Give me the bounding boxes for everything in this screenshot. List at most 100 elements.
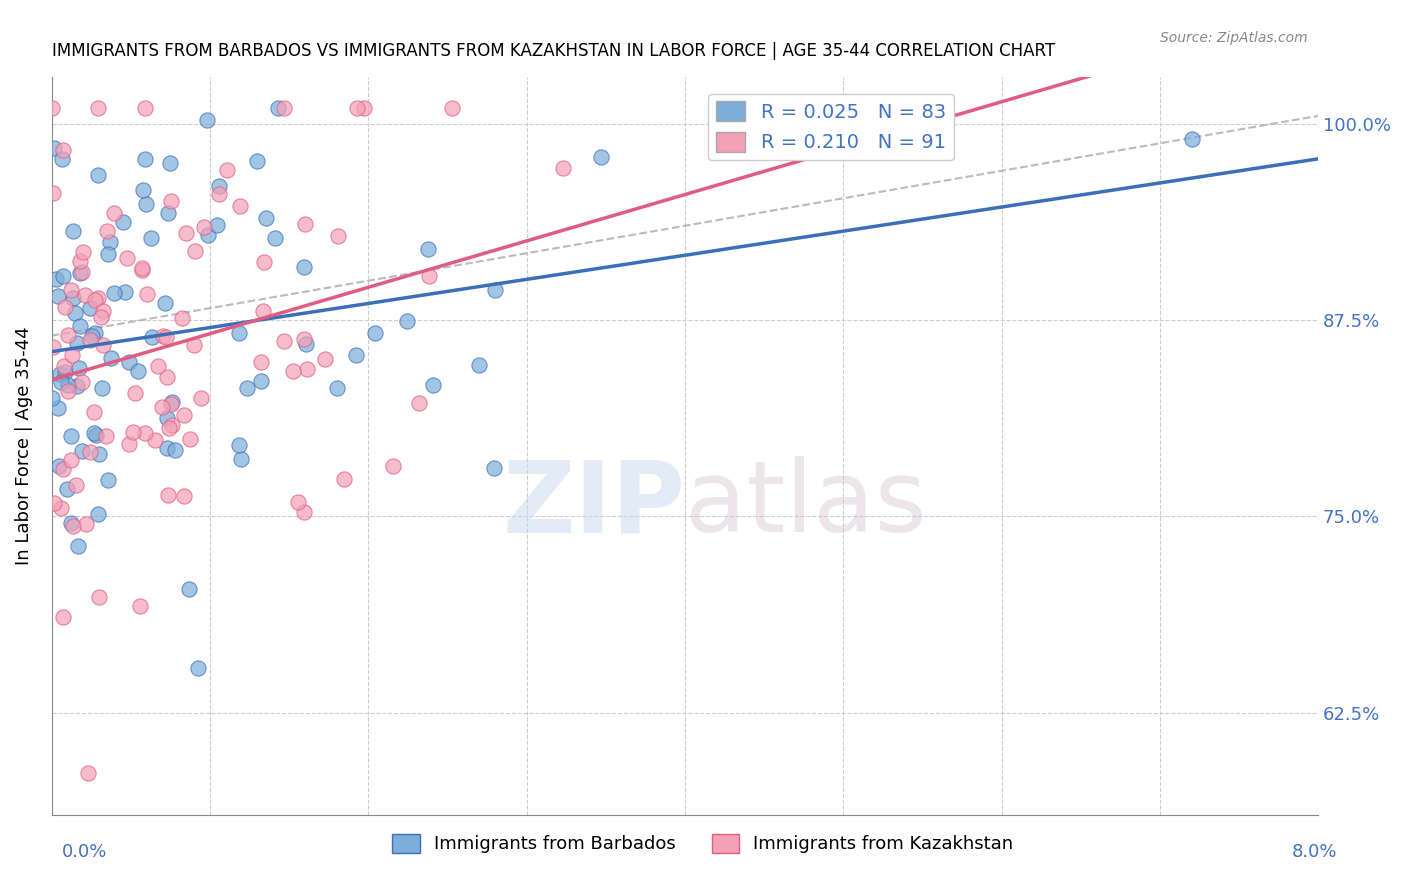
Immigrants from Kazakhstan xyxy=(283,364,305,378)
Immigrants from Kazakhstan xyxy=(72,264,94,278)
Immigrants from Barbados xyxy=(66,539,89,553)
Immigrants from Kazakhstan xyxy=(150,400,173,414)
Immigrants from Kazakhstan xyxy=(143,433,166,447)
Immigrants from Barbados xyxy=(51,152,73,166)
Immigrants from Kazakhstan xyxy=(118,436,141,450)
Immigrants from Kazakhstan xyxy=(69,253,91,268)
Immigrants from Barbados xyxy=(83,425,105,440)
Immigrants from Barbados xyxy=(292,260,315,274)
Immigrants from Kazakhstan xyxy=(134,101,156,115)
Immigrants from Kazakhstan xyxy=(174,226,197,240)
Immigrants from Kazakhstan xyxy=(84,293,107,307)
Immigrants from Barbados xyxy=(46,289,69,303)
Immigrants from Kazakhstan xyxy=(273,334,295,348)
Immigrants from Barbados xyxy=(48,458,70,473)
Immigrants from Kazakhstan xyxy=(131,261,153,276)
Immigrants from Kazakhstan xyxy=(172,310,194,325)
Immigrants from Kazakhstan xyxy=(250,355,273,369)
Immigrants from Kazakhstan xyxy=(152,328,174,343)
Immigrants from Kazakhstan xyxy=(173,489,195,503)
Immigrants from Barbados xyxy=(98,235,121,249)
Immigrants from Barbados xyxy=(69,318,91,333)
Immigrants from Kazakhstan xyxy=(86,101,108,115)
Immigrants from Kazakhstan xyxy=(156,369,179,384)
Immigrants from Barbados xyxy=(254,211,277,226)
Immigrants from Barbados xyxy=(418,242,440,256)
Immigrants from Kazakhstan xyxy=(62,519,84,533)
Immigrants from Kazakhstan xyxy=(83,405,105,419)
Immigrants from Barbados xyxy=(97,473,120,487)
Immigrants from Kazakhstan xyxy=(79,333,101,347)
Immigrants from Kazakhstan xyxy=(65,478,87,492)
Immigrants from Kazakhstan xyxy=(60,452,83,467)
Legend: Immigrants from Barbados, Immigrants from Kazakhstan: Immigrants from Barbados, Immigrants fro… xyxy=(385,827,1021,861)
Immigrants from Barbados xyxy=(51,375,73,389)
Immigrants from Barbados xyxy=(157,205,180,219)
Immigrants from Barbados xyxy=(134,152,156,166)
Immigrants from Kazakhstan xyxy=(184,244,207,259)
Text: IMMIGRANTS FROM BARBADOS VS IMMIGRANTS FROM KAZAKHSTAN IN LABOR FORCE | AGE 35-4: IMMIGRANTS FROM BARBADOS VS IMMIGRANTS F… xyxy=(52,42,1054,60)
Immigrants from Barbados xyxy=(46,401,69,415)
Immigrants from Barbados xyxy=(484,284,506,298)
Immigrants from Barbados xyxy=(118,355,141,369)
Text: Source: ZipAtlas.com: Source: ZipAtlas.com xyxy=(1160,31,1308,45)
Immigrants from Kazakhstan xyxy=(134,425,156,440)
Legend: R = 0.025   N = 83, R = 0.210   N = 91: R = 0.025 N = 83, R = 0.210 N = 91 xyxy=(709,94,953,160)
Immigrants from Kazakhstan xyxy=(70,375,93,389)
Immigrants from Barbados xyxy=(66,336,89,351)
Immigrants from Kazakhstan xyxy=(229,199,252,213)
Immigrants from Barbados xyxy=(160,395,183,409)
Immigrants from Kazakhstan xyxy=(51,500,73,515)
Immigrants from Barbados xyxy=(87,169,110,183)
Immigrants from Kazakhstan xyxy=(333,472,356,486)
Immigrants from Kazakhstan xyxy=(52,359,75,373)
Immigrants from Kazakhstan xyxy=(41,101,63,115)
Y-axis label: In Labor Force | Age 35-44: In Labor Force | Age 35-44 xyxy=(15,326,32,565)
Immigrants from Kazakhstan xyxy=(75,517,97,532)
Immigrants from Kazakhstan xyxy=(42,341,65,355)
Immigrants from Barbados xyxy=(65,306,87,320)
Immigrants from Kazakhstan xyxy=(314,352,336,367)
Immigrants from Barbados xyxy=(53,365,76,379)
Immigrants from Barbados xyxy=(264,231,287,245)
Immigrants from Kazakhstan xyxy=(162,418,184,433)
Immigrants from Barbados xyxy=(228,438,250,452)
Immigrants from Barbados xyxy=(62,224,84,238)
Immigrants from Barbados xyxy=(363,326,385,341)
Immigrants from Barbados xyxy=(97,247,120,261)
Immigrants from Kazakhstan xyxy=(328,228,350,243)
Immigrants from Kazakhstan xyxy=(136,287,159,301)
Immigrants from Barbados xyxy=(52,268,75,283)
Immigrants from Barbados xyxy=(127,364,149,378)
Immigrants from Kazakhstan xyxy=(124,385,146,400)
Immigrants from Barbados xyxy=(250,374,273,388)
Immigrants from Barbados xyxy=(58,378,80,392)
Immigrants from Kazakhstan xyxy=(159,397,181,411)
Immigrants from Barbados xyxy=(422,377,444,392)
Immigrants from Barbados xyxy=(589,150,612,164)
Immigrants from Kazakhstan xyxy=(551,161,574,175)
Immigrants from Kazakhstan xyxy=(217,163,239,178)
Immigrants from Kazakhstan xyxy=(52,144,75,158)
Immigrants from Barbados xyxy=(246,153,269,168)
Immigrants from Barbados xyxy=(114,285,136,299)
Immigrants from Barbados xyxy=(155,295,177,310)
Immigrants from Barbados xyxy=(195,113,218,128)
Immigrants from Kazakhstan xyxy=(294,217,316,231)
Immigrants from Barbados xyxy=(326,381,349,395)
Immigrants from Kazakhstan xyxy=(129,599,152,614)
Immigrants from Kazakhstan xyxy=(183,338,205,352)
Immigrants from Barbados xyxy=(80,329,103,343)
Immigrants from Barbados xyxy=(235,381,257,395)
Immigrants from Barbados xyxy=(87,447,110,461)
Text: 8.0%: 8.0% xyxy=(1292,843,1337,861)
Immigrants from Barbados xyxy=(44,141,66,155)
Immigrants from Kazakhstan xyxy=(89,590,111,604)
Immigrants from Kazakhstan xyxy=(381,458,404,473)
Immigrants from Kazakhstan xyxy=(156,488,179,502)
Text: atlas: atlas xyxy=(685,456,927,553)
Immigrants from Barbados xyxy=(67,361,90,376)
Immigrants from Kazakhstan xyxy=(52,610,75,624)
Immigrants from Barbados xyxy=(139,231,162,245)
Immigrants from Barbados xyxy=(79,301,101,316)
